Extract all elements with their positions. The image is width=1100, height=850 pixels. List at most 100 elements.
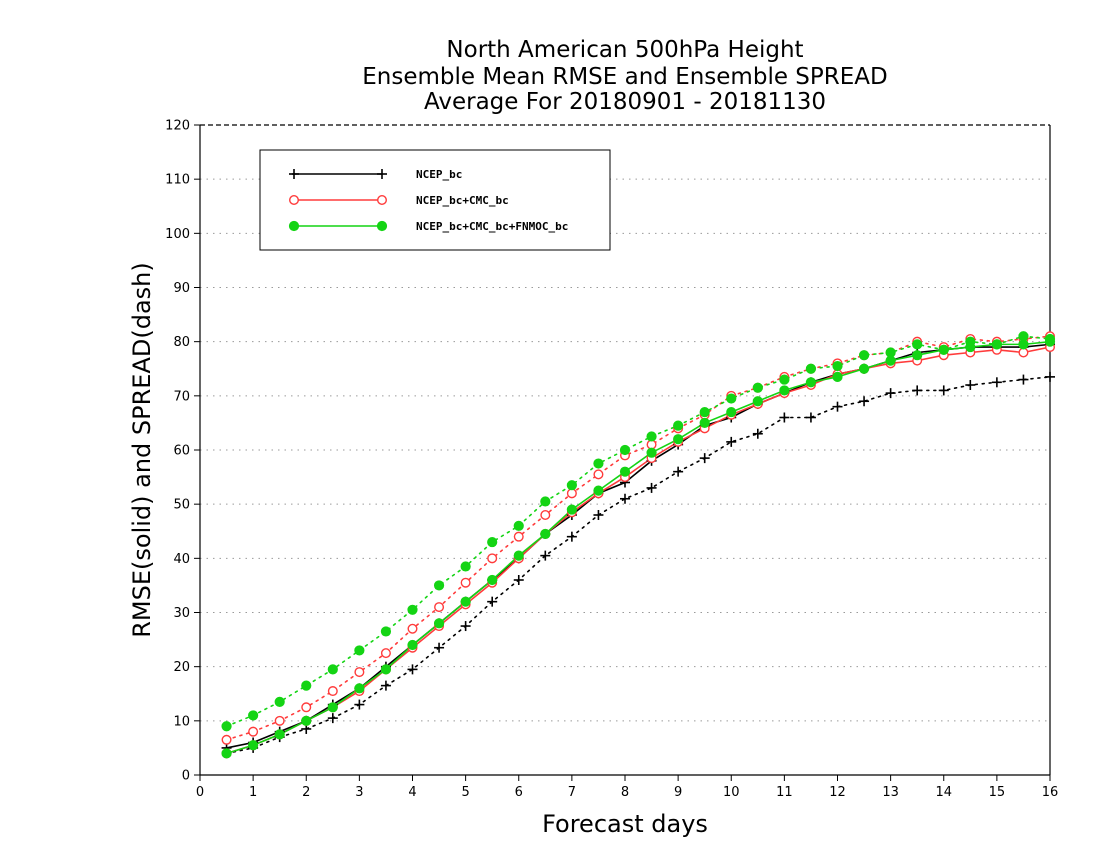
spread-point-ncep-bc-cmc-bc-fnmoc-bc: [380, 626, 392, 637]
chart-title-line-1: North American 500hPa Height: [446, 37, 804, 63]
rmse-line-ncep-bc: [226, 343, 1051, 749]
spread-point-ncep-bc-cmc-bc: [646, 439, 657, 450]
x-tick-label: 2: [302, 785, 310, 800]
spread-point-ncep-bc: [354, 699, 365, 710]
spread-point-ncep-bc-cmc-bc-fnmoc-bc: [327, 664, 338, 675]
spread-point-ncep-bc-cmc-bc-fnmoc-bc: [619, 444, 631, 456]
x-tick-label: 8: [621, 785, 629, 800]
spread-point-ncep-bc-cmc-bc: [327, 686, 338, 697]
rmse-point-ncep-bc-cmc-bc-fnmoc-bc: [673, 434, 684, 445]
spread-point-ncep-bc: [805, 412, 816, 423]
spread-point-ncep-bc-cmc-bc: [540, 510, 551, 521]
x-axis-title: Forecast days: [542, 810, 708, 838]
rmse-point-ncep-bc-cmc-bc-fnmoc-bc: [805, 377, 817, 388]
spread-point-ncep-bc: [726, 436, 737, 447]
rmse-point-ncep-bc-cmc-bc-fnmoc-bc: [248, 740, 259, 751]
spread-point-ncep-bc-cmc-bc-fnmoc-bc: [248, 710, 259, 721]
rmse-point-ncep-bc-cmc-bc-fnmoc-bc: [965, 341, 976, 353]
spread-point-ncep-bc: [885, 388, 896, 399]
spread-point-ncep-bc-cmc-bc-fnmoc-bc: [221, 721, 232, 732]
spread-point-ncep-bc: [434, 642, 445, 653]
spread-line-ncep-bc-cmc-bc-fnmoc-bc: [225, 335, 1051, 728]
spread-point-ncep-bc-cmc-bc-fnmoc-bc: [566, 480, 577, 491]
rmse-point-ncep-bc-cmc-bc-fnmoc-bc: [487, 574, 498, 586]
rmse-point-ncep-bc-cmc-bc-fnmoc-bc: [752, 396, 763, 407]
rmse-point-ncep-bc-cmc-bc-fnmoc-bc: [699, 417, 710, 429]
y-tick-label: 50: [173, 498, 190, 513]
chart-title-line-2: Ensemble Mean RMSE and Ensemble SPREAD: [362, 64, 888, 90]
rmse-point-ncep-bc-cmc-bc-fnmoc-bc: [832, 371, 843, 382]
legend-marker-ncep-bc-cmc-bc: [377, 194, 388, 205]
x-tick-label: 5: [461, 785, 469, 800]
spread-point-ncep-bc: [327, 713, 338, 724]
rmse-point-ncep-bc-cmc-bc-fnmoc-bc: [619, 466, 631, 477]
spread-point-ncep-bc: [1018, 374, 1029, 385]
spread-point-ncep-bc: [699, 453, 710, 464]
rmse-point-ncep-bc-cmc-bc-fnmoc-bc: [274, 729, 285, 740]
spread-point-ncep-bc-cmc-bc: [274, 715, 285, 726]
rmse-point-ncep-bc-cmc-bc-fnmoc-bc: [779, 385, 790, 396]
spread-point-ncep-bc-cmc-bc-fnmoc-bc: [726, 393, 737, 404]
y-tick-label: 100: [165, 227, 190, 242]
y-tick-label: 20: [173, 660, 190, 675]
x-tick-label: 3: [355, 785, 363, 800]
x-tick-label: 1: [249, 785, 257, 800]
spread-point-ncep-bc: [673, 466, 684, 477]
x-tick-label: 15: [989, 785, 1006, 800]
rmse-point-ncep-bc-cmc-bc-fnmoc-bc: [540, 528, 551, 540]
rmse-point-ncep-bc-cmc-bc-fnmoc-bc: [885, 355, 896, 366]
y-tick-label: 40: [173, 552, 190, 567]
spread-point-ncep-bc-cmc-bc-fnmoc-bc: [301, 680, 312, 691]
spread-point-ncep-bc-cmc-bc: [380, 648, 391, 659]
y-tick-label: 80: [173, 335, 190, 350]
spread-point-ncep-bc-cmc-bc-fnmoc-bc: [779, 374, 790, 385]
rmse-point-ncep-bc-cmc-bc-fnmoc-bc: [301, 715, 312, 726]
x-tick-label: 7: [568, 785, 576, 800]
spread-point-ncep-bc-cmc-bc: [593, 469, 604, 480]
rmse-point-ncep-bc-cmc-bc-fnmoc-bc: [380, 664, 392, 675]
spread-point-ncep-bc: [991, 377, 1002, 388]
spread-point-ncep-bc-cmc-bc-fnmoc-bc: [858, 350, 870, 361]
y-tick-label: 60: [173, 444, 190, 459]
legend-marker-ncep-bc-cmc-bc-fnmoc-bc: [376, 220, 388, 232]
spread-point-ncep-bc-cmc-bc-fnmoc-bc: [646, 431, 657, 442]
rmse-point-ncep-bc-cmc-bc: [1018, 347, 1029, 358]
spread-point-ncep-bc-cmc-bc-fnmoc-bc: [407, 604, 418, 615]
x-tick-label: 10: [723, 785, 740, 800]
rmse-point-ncep-bc-cmc-bc-fnmoc-bc: [858, 363, 870, 374]
spread-point-ncep-bc-cmc-bc: [434, 602, 445, 613]
y-tick-label: 70: [173, 389, 190, 404]
chart-title-line-3: Average For 20180901 - 20181130: [423, 89, 827, 115]
y-tick-label: 0: [182, 769, 190, 784]
spread-point-ncep-bc: [752, 428, 763, 439]
spread-point-ncep-bc: [620, 493, 630, 504]
rmse-point-ncep-bc-cmc-bc-fnmoc-bc: [938, 344, 949, 355]
y-axis-title: RMSE(solid) and SPREAD(dash): [128, 262, 156, 638]
rmse-point-ncep-bc-cmc-bc-fnmoc-bc: [1044, 336, 1056, 347]
spread-point-ncep-bc: [646, 482, 657, 493]
spread-point-ncep-bc-cmc-bc-fnmoc-bc: [832, 360, 843, 372]
x-tick-label: 14: [935, 785, 952, 800]
spread-point-ncep-bc: [513, 575, 524, 585]
spread-point-ncep-bc: [487, 596, 498, 607]
legend-marker-ncep-bc-cmc-bc-fnmoc-bc: [288, 220, 300, 232]
rmse-point-ncep-bc-cmc-bc-fnmoc-bc: [566, 504, 577, 515]
spread-point-ncep-bc: [965, 380, 976, 390]
y-tick-label: 110: [165, 173, 190, 188]
x-tick-label: 0: [196, 785, 204, 800]
legend-label-ncep-bc-cmc-bc-fnmoc-bc: NCEP_bc+CMC_bc+FNMOC_bc: [416, 220, 568, 233]
spread-point-ncep-bc: [566, 531, 577, 542]
spread-point-ncep-bc-cmc-bc-fnmoc-bc: [433, 580, 445, 591]
x-tick-label: 6: [515, 785, 523, 800]
legend-marker-ncep-bc: [289, 169, 299, 179]
spread-point-ncep-bc: [460, 621, 471, 632]
x-tick-label: 12: [829, 785, 846, 800]
x-tick-label: 13: [882, 785, 899, 800]
spread-point-ncep-bc-cmc-bc: [407, 623, 418, 634]
spread-point-ncep-bc-cmc-bc: [248, 726, 259, 737]
legend-label-ncep-bc: NCEP_bc: [416, 168, 462, 181]
rmse-point-ncep-bc-cmc-bc-fnmoc-bc: [646, 447, 657, 458]
x-tick-label: 4: [408, 785, 416, 800]
y-tick-label: 30: [173, 606, 190, 621]
